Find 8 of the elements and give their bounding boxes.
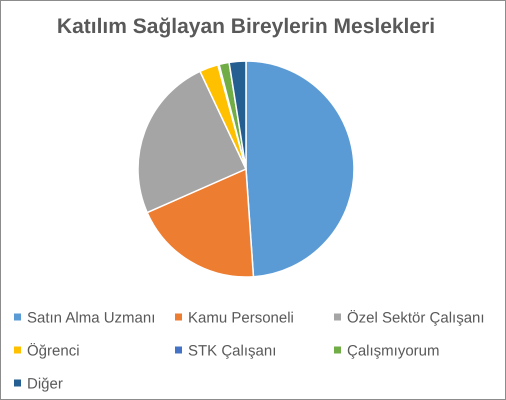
chart-title: Katılım Sağlayan Bireylerin Meslekleri: [56, 15, 436, 38]
legend-label: Diğer: [27, 375, 63, 392]
legend-label: Satın Alma Uzmanı: [27, 309, 156, 326]
legend-label: STK Çalışanı: [188, 342, 276, 360]
legend-label: Öğrenci: [27, 342, 80, 360]
legend-label: Çalışmıyorum: [347, 342, 440, 360]
legend-label: Kamu Personeli: [188, 309, 294, 326]
legend-label: Özel Sektör Çalışanı: [347, 309, 485, 326]
